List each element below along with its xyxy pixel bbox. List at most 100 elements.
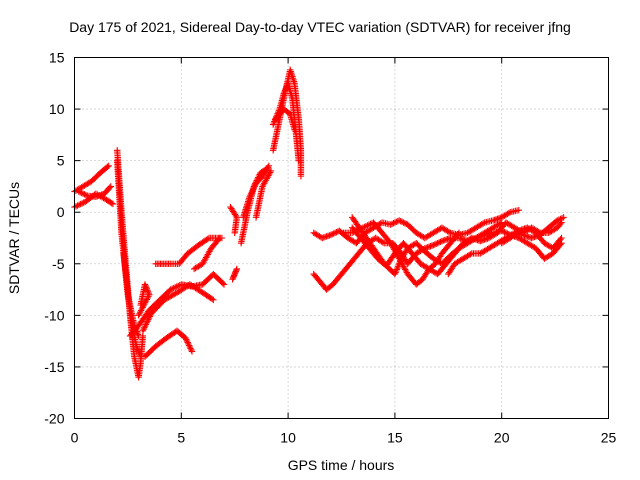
data-point <box>365 221 373 228</box>
data-point <box>185 342 193 349</box>
data-point <box>183 337 191 345</box>
data-point <box>133 343 140 350</box>
data-point <box>361 223 368 231</box>
data-point <box>79 190 87 197</box>
x-tick-label: 10 <box>280 430 296 446</box>
y-tick-label: -5 <box>52 256 65 272</box>
data-point <box>401 220 409 227</box>
data-point <box>247 192 254 199</box>
data-point <box>362 223 370 230</box>
data-point <box>219 280 227 287</box>
data-point <box>173 283 180 290</box>
data-point <box>168 285 176 293</box>
data-point <box>133 344 141 351</box>
data-point <box>395 217 403 224</box>
data-point <box>398 218 406 226</box>
data-point <box>560 214 567 221</box>
data-point <box>171 284 179 291</box>
data-point <box>269 121 277 128</box>
data-point <box>208 295 216 303</box>
data-point <box>297 172 305 180</box>
data-point <box>210 296 217 304</box>
x-tick-label: 0 <box>71 430 79 446</box>
data-point <box>435 239 443 246</box>
data-point <box>467 251 474 258</box>
data-point <box>107 183 115 190</box>
data-point <box>250 186 257 193</box>
data-point <box>501 228 508 236</box>
data-point <box>455 229 463 237</box>
data-point <box>479 220 487 227</box>
data-point <box>76 189 84 196</box>
data-point <box>137 301 144 309</box>
data-point <box>400 219 407 226</box>
data-point <box>182 334 189 342</box>
data-point <box>557 236 564 243</box>
data-point <box>393 218 400 226</box>
y-tick-label: -10 <box>44 307 64 323</box>
data-point <box>387 221 394 228</box>
data-point <box>515 206 522 214</box>
data-point <box>135 348 143 356</box>
data-point <box>393 266 401 273</box>
data-point <box>359 224 367 231</box>
data-point <box>282 85 289 93</box>
data-point <box>265 162 273 169</box>
chart-title: Day 175 of 2021, Sidereal Day-to-day VTE… <box>69 19 571 35</box>
data-point <box>266 169 274 176</box>
data-point <box>327 231 335 239</box>
data-point <box>74 202 81 209</box>
data-point <box>505 209 513 217</box>
data-point <box>394 264 401 272</box>
data-point <box>187 345 194 352</box>
data-point <box>75 188 82 195</box>
data-point <box>330 230 337 237</box>
data-point <box>75 201 83 209</box>
data-point <box>204 235 211 243</box>
data-point <box>104 163 111 171</box>
data-point <box>364 222 371 229</box>
data-point <box>558 234 565 242</box>
data-point <box>246 193 253 200</box>
data-point <box>78 200 86 207</box>
data-point <box>134 346 141 353</box>
data-point <box>331 229 339 237</box>
data-point <box>248 189 255 196</box>
data-point <box>280 90 288 97</box>
data-point <box>454 230 462 238</box>
data-point <box>188 346 195 354</box>
y-tick-label: -15 <box>44 359 64 375</box>
data-point <box>329 231 336 238</box>
data-point <box>170 284 177 292</box>
data-point <box>77 200 84 208</box>
y-tick-label: 15 <box>49 50 65 66</box>
y-tick-label: 0 <box>57 204 65 220</box>
data-point <box>295 157 302 164</box>
axis-ticks: 0 5 10 15 20 25 -20 -15 -10 -5 0 5 10 15 <box>44 50 616 446</box>
x-tick-label: 15 <box>387 430 403 446</box>
data-point <box>431 241 438 248</box>
x-tick-label: 25 <box>601 430 617 446</box>
data-point <box>251 183 258 190</box>
data-point <box>134 331 142 338</box>
y-tick-label: 10 <box>49 101 65 117</box>
data-point <box>136 351 144 359</box>
data-point <box>267 167 275 175</box>
data-point <box>392 267 400 275</box>
data-point <box>233 265 241 273</box>
data-point <box>352 228 359 235</box>
data-point <box>247 190 255 197</box>
data-point <box>356 225 364 233</box>
data-point <box>249 187 256 194</box>
data-point <box>146 291 153 298</box>
data-point <box>388 220 396 228</box>
data-point <box>105 162 112 169</box>
data-point <box>498 219 505 226</box>
data-point <box>432 240 440 248</box>
data-point <box>348 229 356 237</box>
data-point <box>379 239 386 246</box>
x-tick-label: 20 <box>494 430 510 446</box>
data-point <box>78 189 85 197</box>
data-point <box>188 348 196 355</box>
